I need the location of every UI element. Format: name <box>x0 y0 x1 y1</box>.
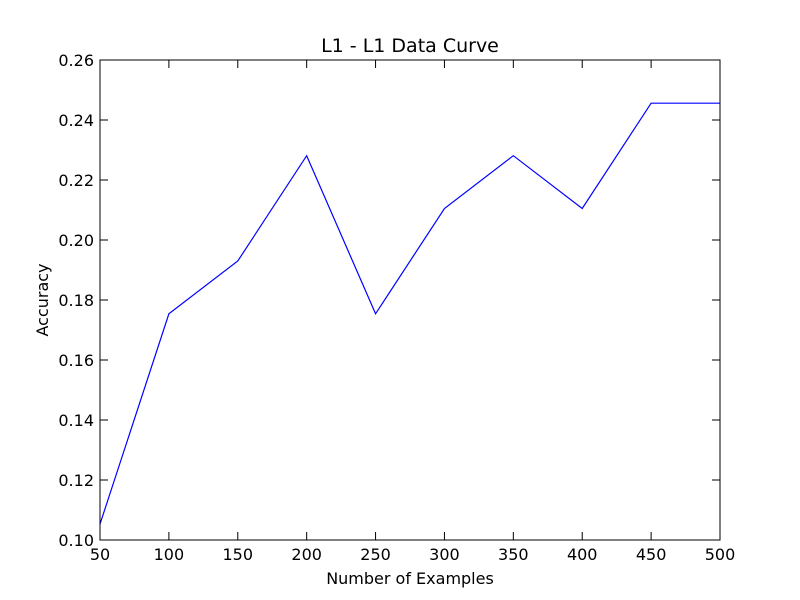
y-tick-label-4: 0.18 <box>58 291 94 310</box>
x-tick-label-2: 150 <box>223 545 254 564</box>
x-tick-label-9: 500 <box>705 545 736 564</box>
x-tick-label-3: 200 <box>291 545 322 564</box>
y-tick-label-6: 0.22 <box>58 171 94 190</box>
y-tick-label-3: 0.16 <box>58 351 94 370</box>
y-tick-label-7: 0.24 <box>58 111 94 130</box>
x-tick-label-7: 400 <box>567 545 598 564</box>
plot-area: 50 100 150 200 250 300 350 400 450 500 0.10 0.12 0.1… <box>58 51 735 564</box>
x-tick-label-5: 300 <box>429 545 460 564</box>
y-tick-label-2: 0.14 <box>58 411 94 430</box>
x-tick-label-8: 450 <box>636 545 667 564</box>
y-tick-label-0: 0.10 <box>58 531 94 550</box>
x-tick-label-0: 50 <box>90 545 110 564</box>
x-tick-label-1: 100 <box>154 545 185 564</box>
y-tick-label-8: 0.26 <box>58 51 94 70</box>
y-tick-label-5: 0.20 <box>58 231 94 250</box>
series-line-0 <box>99 102 720 525</box>
plot-frame <box>99 59 721 541</box>
x-axis-title: Number of Examples <box>326 569 494 588</box>
y-axis-title: Accuracy <box>33 263 52 336</box>
chart-title: L1 - L1 Data Curve <box>321 35 499 57</box>
x-tick-label-6: 350 <box>498 545 529 564</box>
x-tick-label-4: 250 <box>360 545 391 564</box>
y-tick-label-1: 0.12 <box>58 471 94 490</box>
